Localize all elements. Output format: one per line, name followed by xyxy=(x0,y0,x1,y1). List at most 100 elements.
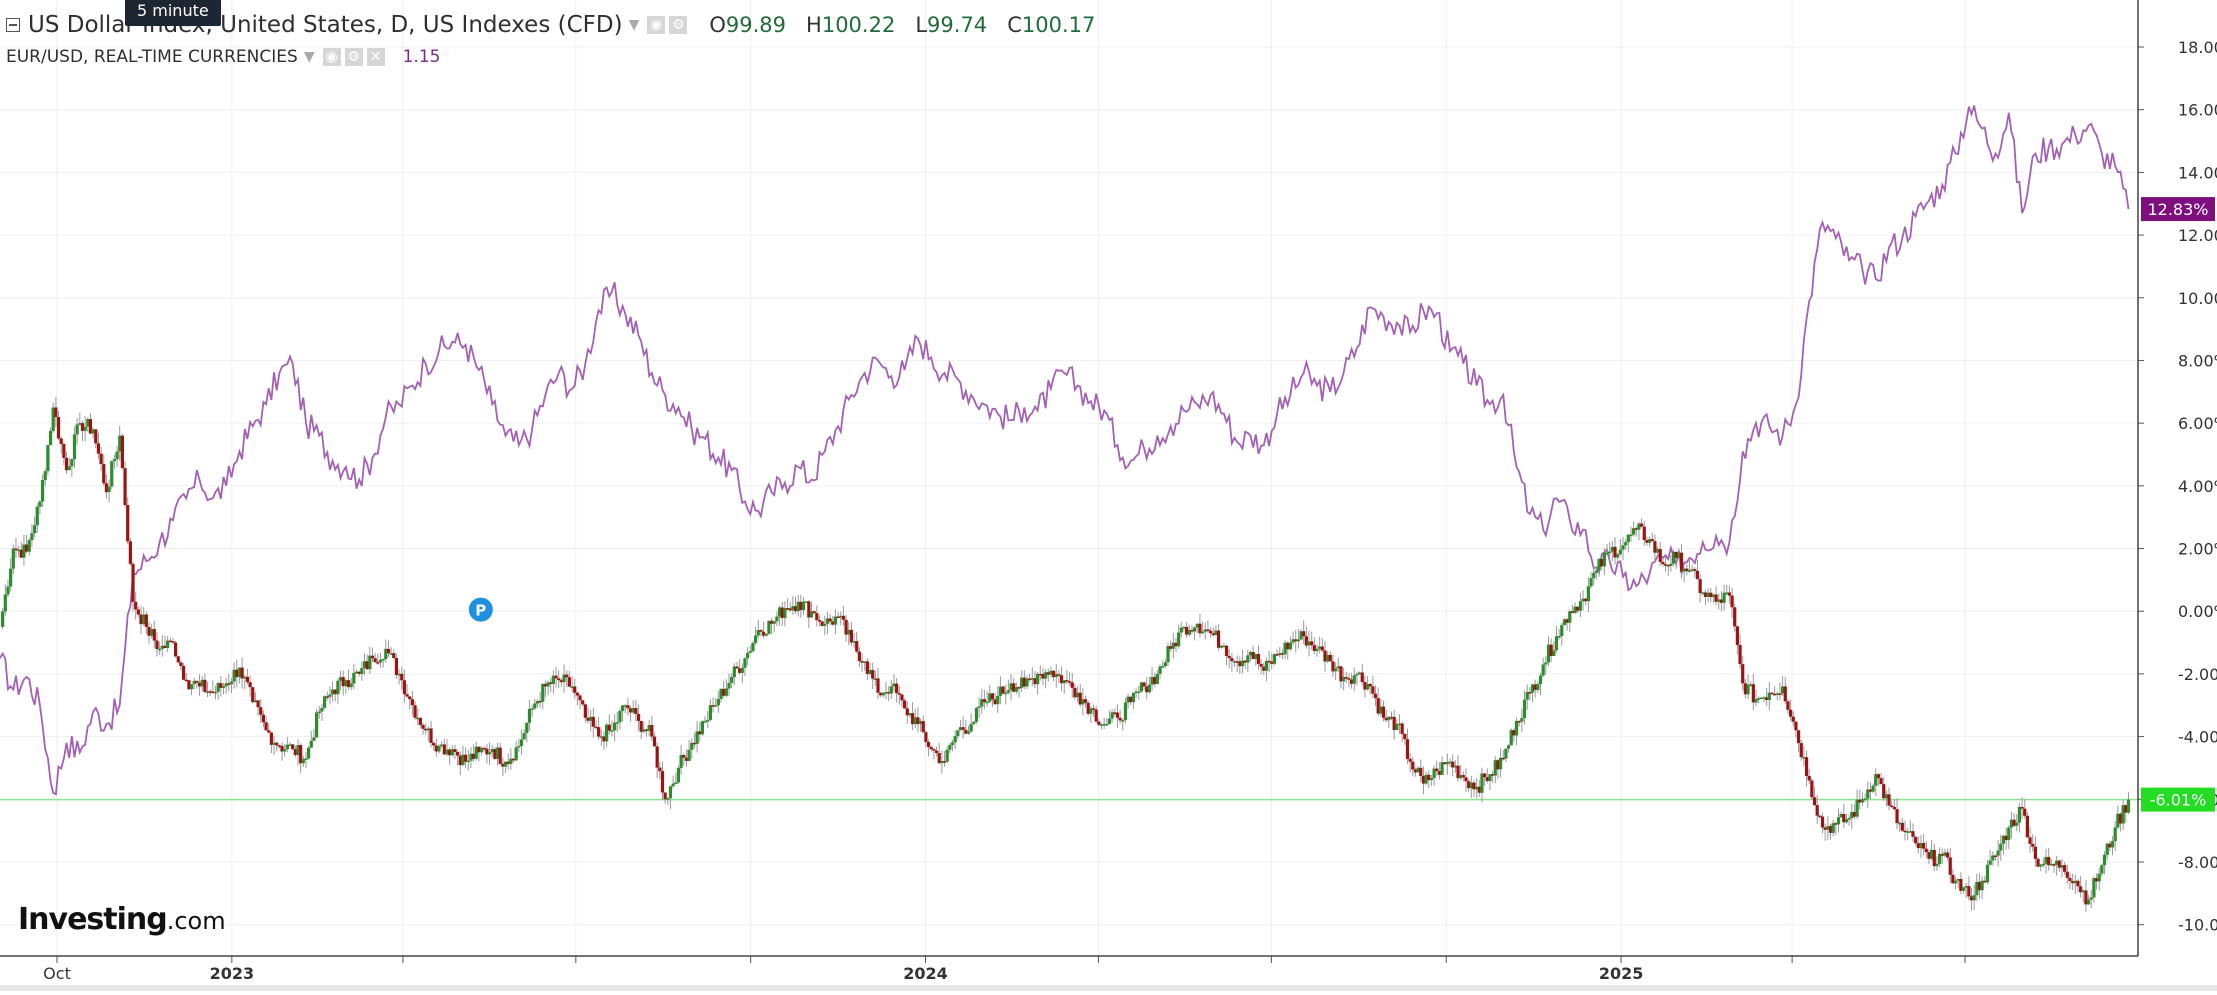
candle-body xyxy=(1570,611,1575,613)
main-symbol-title[interactable]: US Dollar Index, United States, D, US In… xyxy=(28,12,623,38)
candle xyxy=(1022,670,1026,690)
candle-body xyxy=(88,419,93,434)
candle-body xyxy=(224,683,228,687)
candle-body xyxy=(937,752,941,764)
gear-icon[interactable]: ⚙ xyxy=(344,48,363,66)
candle-body xyxy=(1264,660,1269,671)
candle xyxy=(1647,536,1652,547)
compare-symbol-title[interactable]: EUR/USD, REAL-TIME CURRENCIES xyxy=(6,47,298,67)
candle xyxy=(2086,895,2091,905)
candle-body xyxy=(376,662,380,664)
candle xyxy=(2105,842,2109,860)
candle xyxy=(1637,521,1641,541)
marker-layer[interactable]: P xyxy=(468,597,493,622)
candle xyxy=(690,738,694,759)
candle-body xyxy=(1094,709,1098,722)
candle xyxy=(1336,657,1340,673)
candle-body xyxy=(1227,656,1231,659)
candle xyxy=(1232,660,1237,668)
candle-body xyxy=(666,798,670,800)
candle xyxy=(1842,803,1846,829)
candle-body xyxy=(1850,812,1854,819)
chevron-down-icon[interactable]: ▼ xyxy=(303,49,315,65)
candle xyxy=(485,743,489,764)
candle xyxy=(1618,538,1622,556)
event-marker[interactable] xyxy=(468,597,493,622)
candle-body xyxy=(932,749,936,751)
visibility-icon[interactable]: ◉ xyxy=(647,16,666,34)
candle xyxy=(357,670,361,677)
candle-body xyxy=(1216,630,1221,648)
candle xyxy=(844,615,848,642)
candle-body xyxy=(1131,692,1136,703)
candle-body xyxy=(1278,653,1282,656)
candle-body xyxy=(32,525,37,534)
candle-body xyxy=(719,688,723,699)
candle-body xyxy=(873,678,877,680)
candle xyxy=(1389,711,1394,720)
candle-body xyxy=(910,713,915,725)
candle xyxy=(695,720,699,753)
candle xyxy=(1036,671,1040,695)
candle-body xyxy=(847,629,851,635)
candle xyxy=(724,679,728,698)
candle-body xyxy=(1331,661,1335,672)
gear-icon[interactable]: ⚙ xyxy=(669,16,688,34)
collapse-icon[interactable] xyxy=(6,18,20,32)
chevron-down-icon[interactable]: ▼ xyxy=(628,17,640,33)
candle xyxy=(1201,621,1205,635)
candle-body xyxy=(879,692,883,696)
candle-body xyxy=(1749,684,1753,686)
candle xyxy=(1565,617,1569,631)
candle xyxy=(1206,620,1210,633)
candle-body xyxy=(1701,592,1705,594)
candle xyxy=(1645,536,1649,546)
candle xyxy=(791,596,795,615)
candle xyxy=(2047,848,2051,871)
candle-body xyxy=(748,651,752,653)
candle-body xyxy=(1070,682,1074,688)
candle-body xyxy=(261,714,266,723)
candle xyxy=(974,706,979,725)
visibility-icon[interactable]: ◉ xyxy=(322,48,341,66)
candle-body xyxy=(1129,696,1133,703)
candle-body xyxy=(1323,650,1327,662)
candle-body xyxy=(863,661,867,663)
close-icon[interactable]: ✕ xyxy=(366,48,385,66)
candle-body xyxy=(232,669,236,682)
candle-body xyxy=(158,648,162,651)
candle-body xyxy=(868,670,872,674)
candle xyxy=(1906,827,1910,840)
candle xyxy=(501,757,505,777)
candle-body xyxy=(1030,678,1034,680)
candle xyxy=(663,792,667,804)
candle xyxy=(416,708,420,726)
candle xyxy=(761,621,766,639)
candle-body xyxy=(1892,806,1896,810)
candle xyxy=(1980,876,1984,900)
candle xyxy=(658,761,662,780)
candle xyxy=(1427,770,1431,788)
candle-body xyxy=(610,730,614,732)
candle xyxy=(219,676,223,697)
bottom-scrollbar[interactable] xyxy=(0,985,2217,991)
candle xyxy=(1836,808,1841,833)
candle xyxy=(2116,805,2120,830)
candle-body xyxy=(1847,818,1851,820)
candle-body xyxy=(1296,639,1300,642)
candle xyxy=(929,745,933,752)
candle xyxy=(1304,626,1308,649)
candle-body xyxy=(6,586,10,595)
candle-body xyxy=(1823,827,1827,830)
candle-body xyxy=(1185,626,1189,635)
candle xyxy=(253,692,258,703)
candle-body xyxy=(453,749,457,753)
candle xyxy=(1610,540,1614,562)
candle xyxy=(1296,628,1300,649)
ohlc-open-value: 99.89 xyxy=(725,13,786,37)
candle-body xyxy=(1110,712,1114,719)
candle-body xyxy=(1286,642,1290,650)
